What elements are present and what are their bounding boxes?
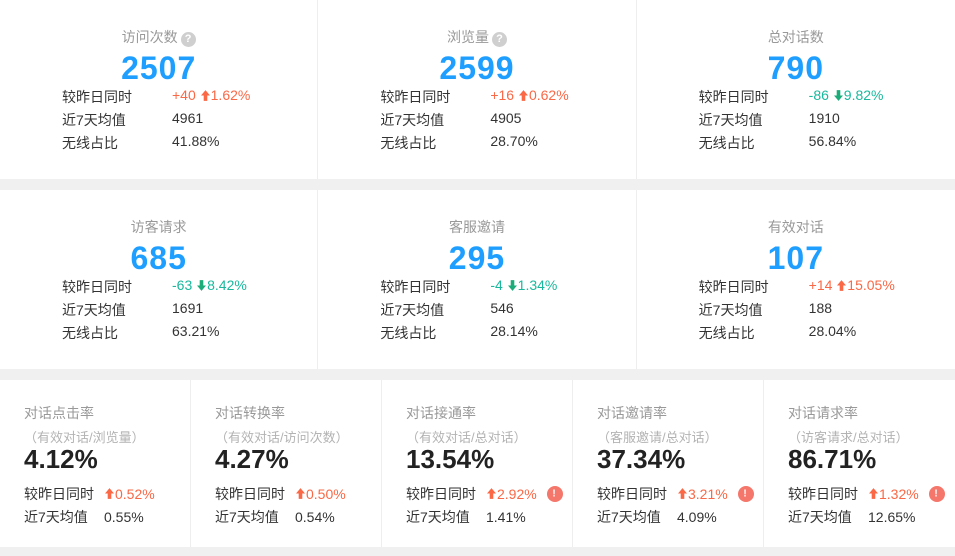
svg-text:!: ! xyxy=(934,488,937,499)
svg-text:!: ! xyxy=(552,488,555,499)
svg-text:!: ! xyxy=(743,488,746,499)
